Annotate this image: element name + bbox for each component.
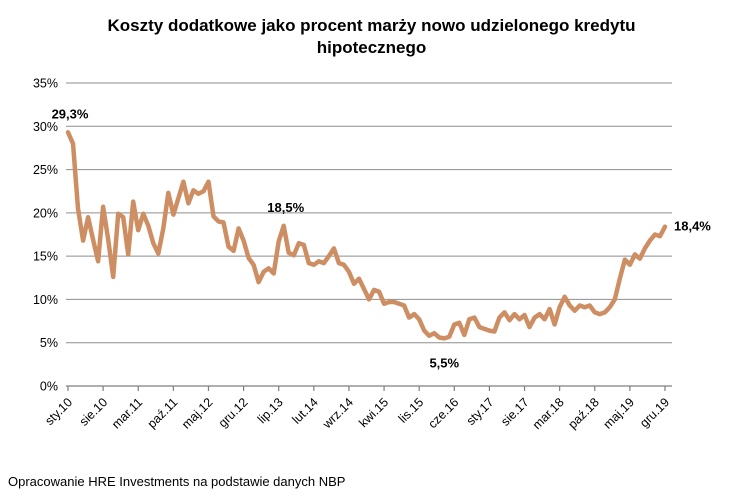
- x-axis-label: wrz.14: [319, 395, 356, 432]
- x-axis-label: lip.13: [255, 395, 286, 426]
- y-axis-label: 25%: [33, 163, 58, 177]
- x-axis-label: gru.19: [637, 395, 672, 430]
- y-axis-label: 5%: [40, 336, 58, 350]
- y-axis-label: 35%: [33, 77, 58, 91]
- x-axis-label: sty.17: [464, 395, 497, 428]
- x-axis-label: paź.18: [565, 395, 601, 431]
- x-axis-label: paź.11: [145, 395, 181, 431]
- x-axis-label: sty.10: [42, 395, 75, 428]
- y-axis-label: 30%: [33, 120, 58, 134]
- y-axis-label: 10%: [33, 293, 58, 307]
- data-label: 29,3%: [52, 106, 89, 121]
- chart-title: Koszty dodatkowe jako procent marży nowo…: [0, 15, 743, 59]
- data-label: 18,4%: [674, 219, 711, 234]
- source-note: Opracowanie HRE Investments na podstawie…: [8, 474, 346, 489]
- x-axis-label: mar.18: [530, 395, 567, 432]
- data-line: [65, 130, 668, 341]
- x-axis-label: lis.15: [396, 395, 427, 426]
- data-label: 18,5%: [267, 200, 304, 215]
- x-axis-label: kwi.15: [356, 395, 391, 430]
- chart-title-line2: hipotecznego: [316, 38, 427, 57]
- y-axis-label: 0%: [40, 380, 58, 394]
- x-axis-label: gru.12: [216, 395, 251, 430]
- x-axis-label: mar.11: [109, 395, 145, 431]
- x-axis-label: cze.16: [425, 395, 461, 431]
- chart-title-line1: Koszty dodatkowe jako procent marży nowo…: [107, 16, 636, 35]
- data-label: 5,5%: [429, 355, 459, 370]
- y-axis-label: 15%: [33, 250, 58, 264]
- x-axis-label: maj.19: [601, 395, 637, 431]
- x-axis-label: maj.12: [179, 395, 215, 431]
- x-axis-label: lut.14: [289, 395, 321, 427]
- y-axis-label: 20%: [33, 206, 58, 220]
- x-axis-label: sie.17: [498, 395, 532, 429]
- x-axis-label: sie.10: [77, 395, 111, 429]
